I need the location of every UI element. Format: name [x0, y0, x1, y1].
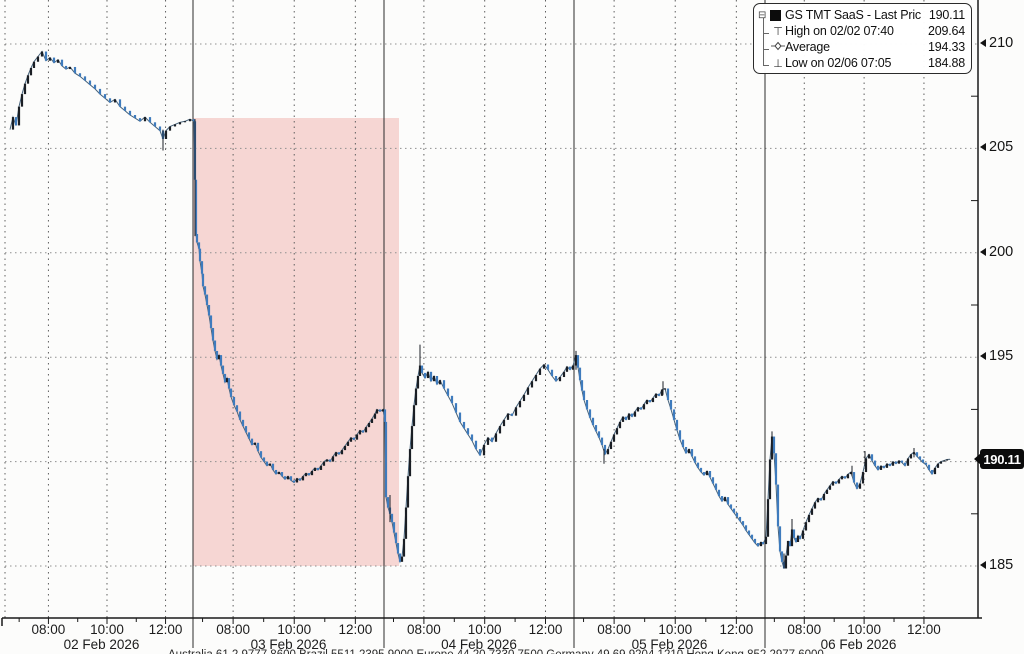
- legend-value: 190.11: [928, 8, 965, 22]
- highlight-region: [193, 118, 399, 566]
- low-marker-icon: ⊥: [773, 56, 783, 70]
- legend-tree-line: [763, 33, 769, 34]
- average-marker-icon: [771, 41, 785, 54]
- legend-label: Average: [785, 40, 830, 54]
- chart-legend[interactable]: ⊟ GS TMT SaaS - Last Price 190.11 ⊤ High…: [753, 3, 972, 74]
- legend-tree-line: [763, 18, 764, 66]
- badge-notch: [974, 453, 981, 466]
- series-swatch-icon: [770, 9, 781, 21]
- legend-row-average[interactable]: Average 194.33: [758, 39, 965, 55]
- expand-node-icon[interactable]: ⊟: [758, 9, 767, 21]
- legend-tree-line: [763, 65, 769, 66]
- footer-text: Australia 61 2 9777 8600 Brazil 5511 239…: [168, 649, 824, 654]
- last-price-badge: 190.11: [974, 449, 1024, 470]
- legend-label: GS TMT SaaS - Last Price: [785, 8, 921, 22]
- legend-row-series[interactable]: ⊟ GS TMT SaaS - Last Price 190.11: [758, 7, 965, 23]
- footer-disclaimer: Australia 61 2 9777 8600 Brazil 5511 239…: [168, 649, 1008, 654]
- legend-row-low[interactable]: ⊥ Low on 02/06 07:05 184.88: [758, 55, 965, 71]
- legend-value: 184.88: [927, 56, 965, 70]
- legend-label: Low on 02/06 07:05: [785, 56, 892, 70]
- last-price-value: 190.11: [983, 451, 1021, 467]
- legend-tree-line: [763, 49, 769, 50]
- price-series-line: [9, 50, 951, 569]
- legend-row-high[interactable]: ⊤ High on 02/02 07:40 209.64: [758, 23, 965, 39]
- legend-value: 194.33: [927, 40, 965, 54]
- legend-label: High on 02/02 07:40: [785, 24, 894, 38]
- high-marker-icon: ⊤: [773, 24, 783, 38]
- legend-value: 209.64: [927, 24, 965, 38]
